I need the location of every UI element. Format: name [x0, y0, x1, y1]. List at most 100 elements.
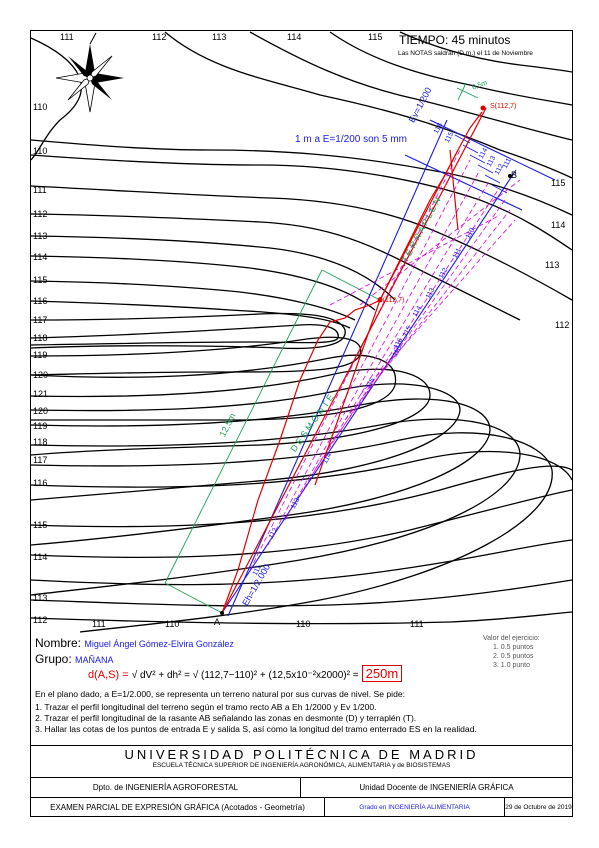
statement-text: En el plano dado, a E=1/2.000, se repres… [35, 689, 406, 699]
exercise-value: Valor del ejercicio: 1. 0.5 puntos 2. 0.… [483, 634, 540, 670]
contour-line [30, 354, 397, 421]
topographic-map [30, 31, 573, 633]
blue-ticks [454, 134, 508, 194]
university-block: UNIVERSIDAD POLITÉCNICA DE MADRID ESCUEL… [31, 745, 572, 777]
task-item: 2. Trazar el perfil longitudinal de la r… [35, 713, 417, 723]
contour-line [30, 280, 356, 321]
contour-line [164, 31, 573, 179]
name-label: Nombre: [35, 636, 82, 650]
department-row: Dpto. de INGENIERÍA AGROFORESTAL Unidad … [31, 777, 572, 797]
point-s-mid-marker [377, 297, 383, 303]
contour-label: 110 [33, 146, 48, 156]
contour-label: 120 [33, 406, 49, 416]
contour-label: 110 [296, 619, 311, 629]
point-b-marker [508, 174, 512, 178]
valor-item: 1. 0.5 puntos [493, 644, 534, 651]
valor-title: Valor del ejercicio: [483, 635, 540, 642]
contour-label: 115 [33, 520, 48, 530]
point-s-top-marker [480, 105, 486, 111]
problem-statement: En el plano dado, a E=1/2.000, se repres… [35, 689, 477, 734]
contour-line [30, 185, 573, 301]
contour-label: 115 [33, 275, 48, 285]
contour-label: 113 [212, 32, 227, 42]
contour-line [30, 489, 573, 559]
point-s-top-label: S(112,7) [490, 103, 517, 110]
task-item: 3. Hallar las cotas de los puntos de ent… [35, 724, 477, 734]
contour-label: 114 [33, 552, 48, 562]
point-b-label: B [511, 170, 518, 180]
contour-line [30, 154, 573, 251]
compass-rose-icon [55, 32, 124, 113]
contour-label: 119 [33, 350, 48, 360]
valor-item: 2. 0.5 puntos [493, 653, 534, 660]
unit-cell: Unidad Docente de INGENIERÍA GRÁFICA [359, 783, 514, 792]
contour-line [30, 383, 461, 501]
contour-line [30, 324, 339, 346]
contour-label: 115 [368, 32, 383, 42]
green-construction [164, 82, 479, 614]
university-name: UNIVERSIDAD POLITÉCNICA DE MADRID [124, 747, 479, 762]
formula-result: 250m [361, 665, 403, 682]
contour-label: 117 [33, 455, 48, 465]
red-terrain-profile [221, 107, 487, 614]
contour-line [30, 300, 351, 329]
grades-note: Las NOTAS saldrán (D.m.) el 11 de Noviem… [398, 50, 533, 57]
contour-label: 110 [165, 619, 180, 629]
contour-label: 114 [551, 220, 566, 230]
contour-label: 113 [33, 593, 48, 603]
contour-label: 114 [287, 32, 302, 42]
point-a-marker [220, 611, 224, 615]
contour-line [30, 418, 521, 596]
school-name: ESCUELA TÉCNICA SUPERIOR DE INGENIERÍA A… [152, 762, 451, 769]
exam-cell: EXAMEN PARCIAL DE EXPRESIÓN GRÁFICA (Aco… [31, 798, 325, 816]
exam-row: EXAMEN PARCIAL DE EXPRESIÓN GRÁFICA (Aco… [31, 797, 572, 817]
date-cell: 29 de Octubre de 2019 [505, 803, 572, 811]
contour-line [329, 31, 573, 106]
contour-label: 111 [92, 619, 106, 629]
contour-label: 118 [33, 333, 48, 343]
group-row: Grupo: MAÑANA [35, 652, 114, 666]
contour-line [30, 235, 396, 301]
contour-label: 117 [33, 315, 48, 325]
contour-label: 111 [410, 619, 424, 629]
point-s-mid-label: S(112,7) [378, 297, 405, 304]
contour-label: 115 [551, 178, 566, 188]
contour-line [249, 31, 573, 141]
contour-label: 111 [60, 32, 74, 42]
contour-line [30, 312, 346, 350]
contour-label: 116 [33, 296, 48, 306]
task-item: 1. Trazar el perfil longitudinal del ter… [35, 702, 377, 712]
contour-label: 113 [33, 231, 48, 241]
valor-item: 3. 1.0 punto [493, 662, 530, 669]
contour-label: 113 [545, 260, 560, 270]
time-limit: TIEMPO: 45 minutos [399, 33, 511, 47]
contour-label: 114 [33, 252, 48, 262]
contour-line [30, 37, 82, 161]
name-value: Miguel Ángel Gómez-Elvira González [84, 639, 234, 649]
point-a-label: A [214, 617, 221, 627]
contour-label: 112 [152, 32, 167, 42]
group-label: Grupo: [35, 652, 72, 666]
contour-line [30, 139, 573, 216]
contour-label: 112 [33, 615, 48, 625]
contour-label: 112 [555, 320, 570, 330]
degree-cell: Grado en INGENIERÍA ALIMENTARIA [325, 798, 505, 816]
blue-profile [221, 119, 556, 617]
contour-line [30, 539, 573, 586]
contour-label: 112 [33, 209, 48, 219]
contour-line [30, 398, 491, 546]
contour-label: 119 [33, 421, 48, 431]
contour-line [30, 255, 376, 311]
contour-line [30, 432, 553, 633]
scale-note: 1 m a E=1/200 son 5 mm [295, 134, 408, 145]
contour-line [399, 31, 573, 73]
distance-formula: d(A,S) = √ dV² + dh² = √ (112,7−110)² + … [88, 665, 403, 682]
contour-label: 121 [33, 389, 49, 399]
contour-line [30, 368, 431, 456]
contour-line [30, 465, 573, 528]
department-cell: Dpto. de INGENIERÍA AGROFORESTAL [31, 778, 301, 797]
student-name-row: Nombre: Miguel Ángel Gómez-Elvira Gonzál… [35, 636, 234, 650]
contour-label: 120 [33, 370, 49, 380]
contour-label: 118 [33, 437, 48, 447]
contour-label: 116 [33, 478, 48, 488]
